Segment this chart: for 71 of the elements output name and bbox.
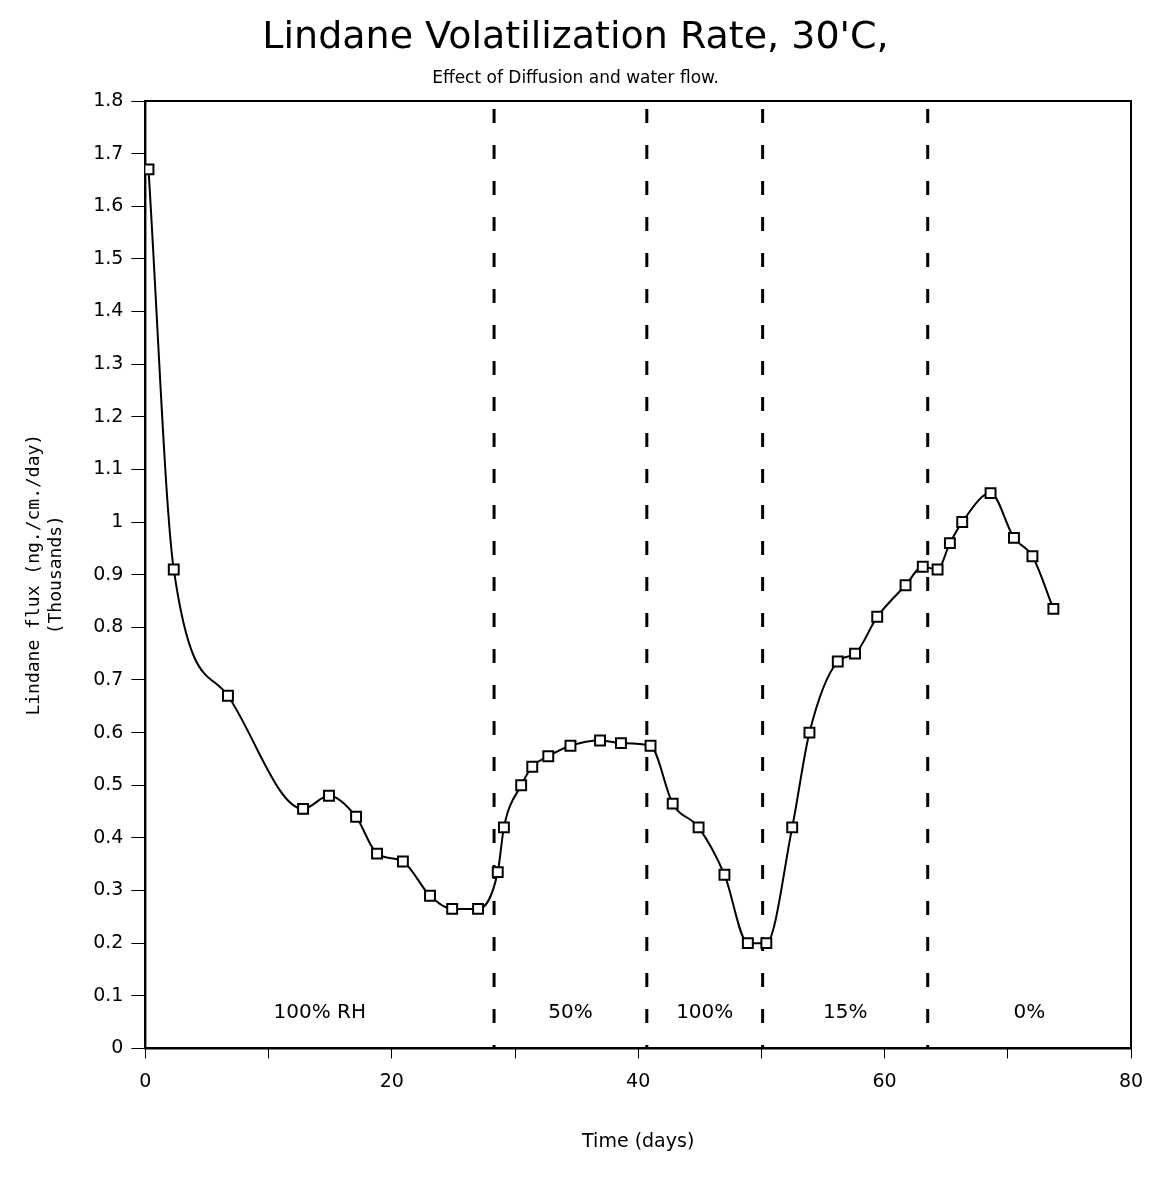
point xyxy=(446,902,459,915)
point xyxy=(564,739,577,752)
point xyxy=(515,779,528,792)
point xyxy=(615,737,627,750)
x-tick-label: 60 xyxy=(872,1068,897,1091)
point xyxy=(786,821,799,834)
point xyxy=(167,563,180,576)
point xyxy=(984,487,997,500)
point xyxy=(871,610,884,623)
point xyxy=(644,739,657,752)
x-tick-label: 20 xyxy=(379,1068,404,1091)
point xyxy=(491,866,504,879)
y-tick-label: 1.4 xyxy=(93,298,124,321)
y-tick-label: 1.2 xyxy=(93,403,124,426)
point xyxy=(760,937,773,950)
annotation: 0% xyxy=(1013,998,1046,1023)
y-tick-label: 0.7 xyxy=(93,666,124,689)
point xyxy=(1008,531,1020,544)
point xyxy=(371,847,383,860)
chart-subtitle: Effect of Diffusion and water flow. xyxy=(432,67,719,88)
point xyxy=(943,537,956,550)
x-tick-label: 0 xyxy=(139,1068,152,1091)
y-tick-label: 0 xyxy=(111,1035,124,1058)
y-tick-label: 1.5 xyxy=(93,245,124,268)
point xyxy=(542,750,555,763)
point xyxy=(396,855,409,868)
point xyxy=(323,789,335,802)
point xyxy=(472,902,484,915)
x-tick-label: 80 xyxy=(1118,1068,1144,1091)
point xyxy=(916,560,929,573)
annotation: 50% xyxy=(548,998,593,1023)
x-axis-title: Time (days) xyxy=(581,1128,695,1151)
point xyxy=(1047,602,1060,615)
point xyxy=(497,821,510,834)
chart-title: Lindane Volatilization Rate, 30'C, xyxy=(262,12,889,57)
y-tick-label: 0.5 xyxy=(93,772,124,795)
y-tick-label: 1.8 xyxy=(93,87,124,110)
y-tick-label: 0.6 xyxy=(93,719,124,742)
x-tick-label: 40 xyxy=(626,1068,651,1091)
y-tick-label: 1.6 xyxy=(93,193,124,216)
y-tick-label: 1.7 xyxy=(93,140,124,163)
y-tick-label: 0.9 xyxy=(93,561,124,584)
point xyxy=(931,563,944,576)
point xyxy=(594,734,606,747)
y-tick-label: 0.8 xyxy=(93,614,124,637)
point xyxy=(803,726,816,739)
annotation: 15% xyxy=(822,998,868,1023)
point xyxy=(424,889,436,902)
point xyxy=(692,821,705,834)
y-tick-label: 1.1 xyxy=(93,456,124,479)
y-tick-label: 0.4 xyxy=(93,824,124,847)
y-tick-label: 0.3 xyxy=(93,877,124,900)
point xyxy=(741,937,754,950)
point xyxy=(849,647,861,660)
y-tick-label: 1.3 xyxy=(93,351,124,374)
point xyxy=(222,689,234,702)
annotation: 100% RH xyxy=(273,998,366,1023)
point xyxy=(899,579,912,592)
point xyxy=(956,516,969,529)
y-tick-label: 1 xyxy=(111,509,124,531)
y-tick-label: 0.1 xyxy=(93,982,124,1005)
y-tick-label: 0.2 xyxy=(93,930,124,953)
point xyxy=(1026,550,1039,563)
point xyxy=(350,810,363,823)
y-axis-title: Lindane flux (ng./cm./day) (Thousands) xyxy=(22,433,66,716)
point xyxy=(297,802,310,815)
point xyxy=(718,868,731,881)
point xyxy=(666,797,679,810)
annotation: 100% xyxy=(676,998,734,1023)
point xyxy=(831,655,844,668)
point xyxy=(526,760,539,773)
